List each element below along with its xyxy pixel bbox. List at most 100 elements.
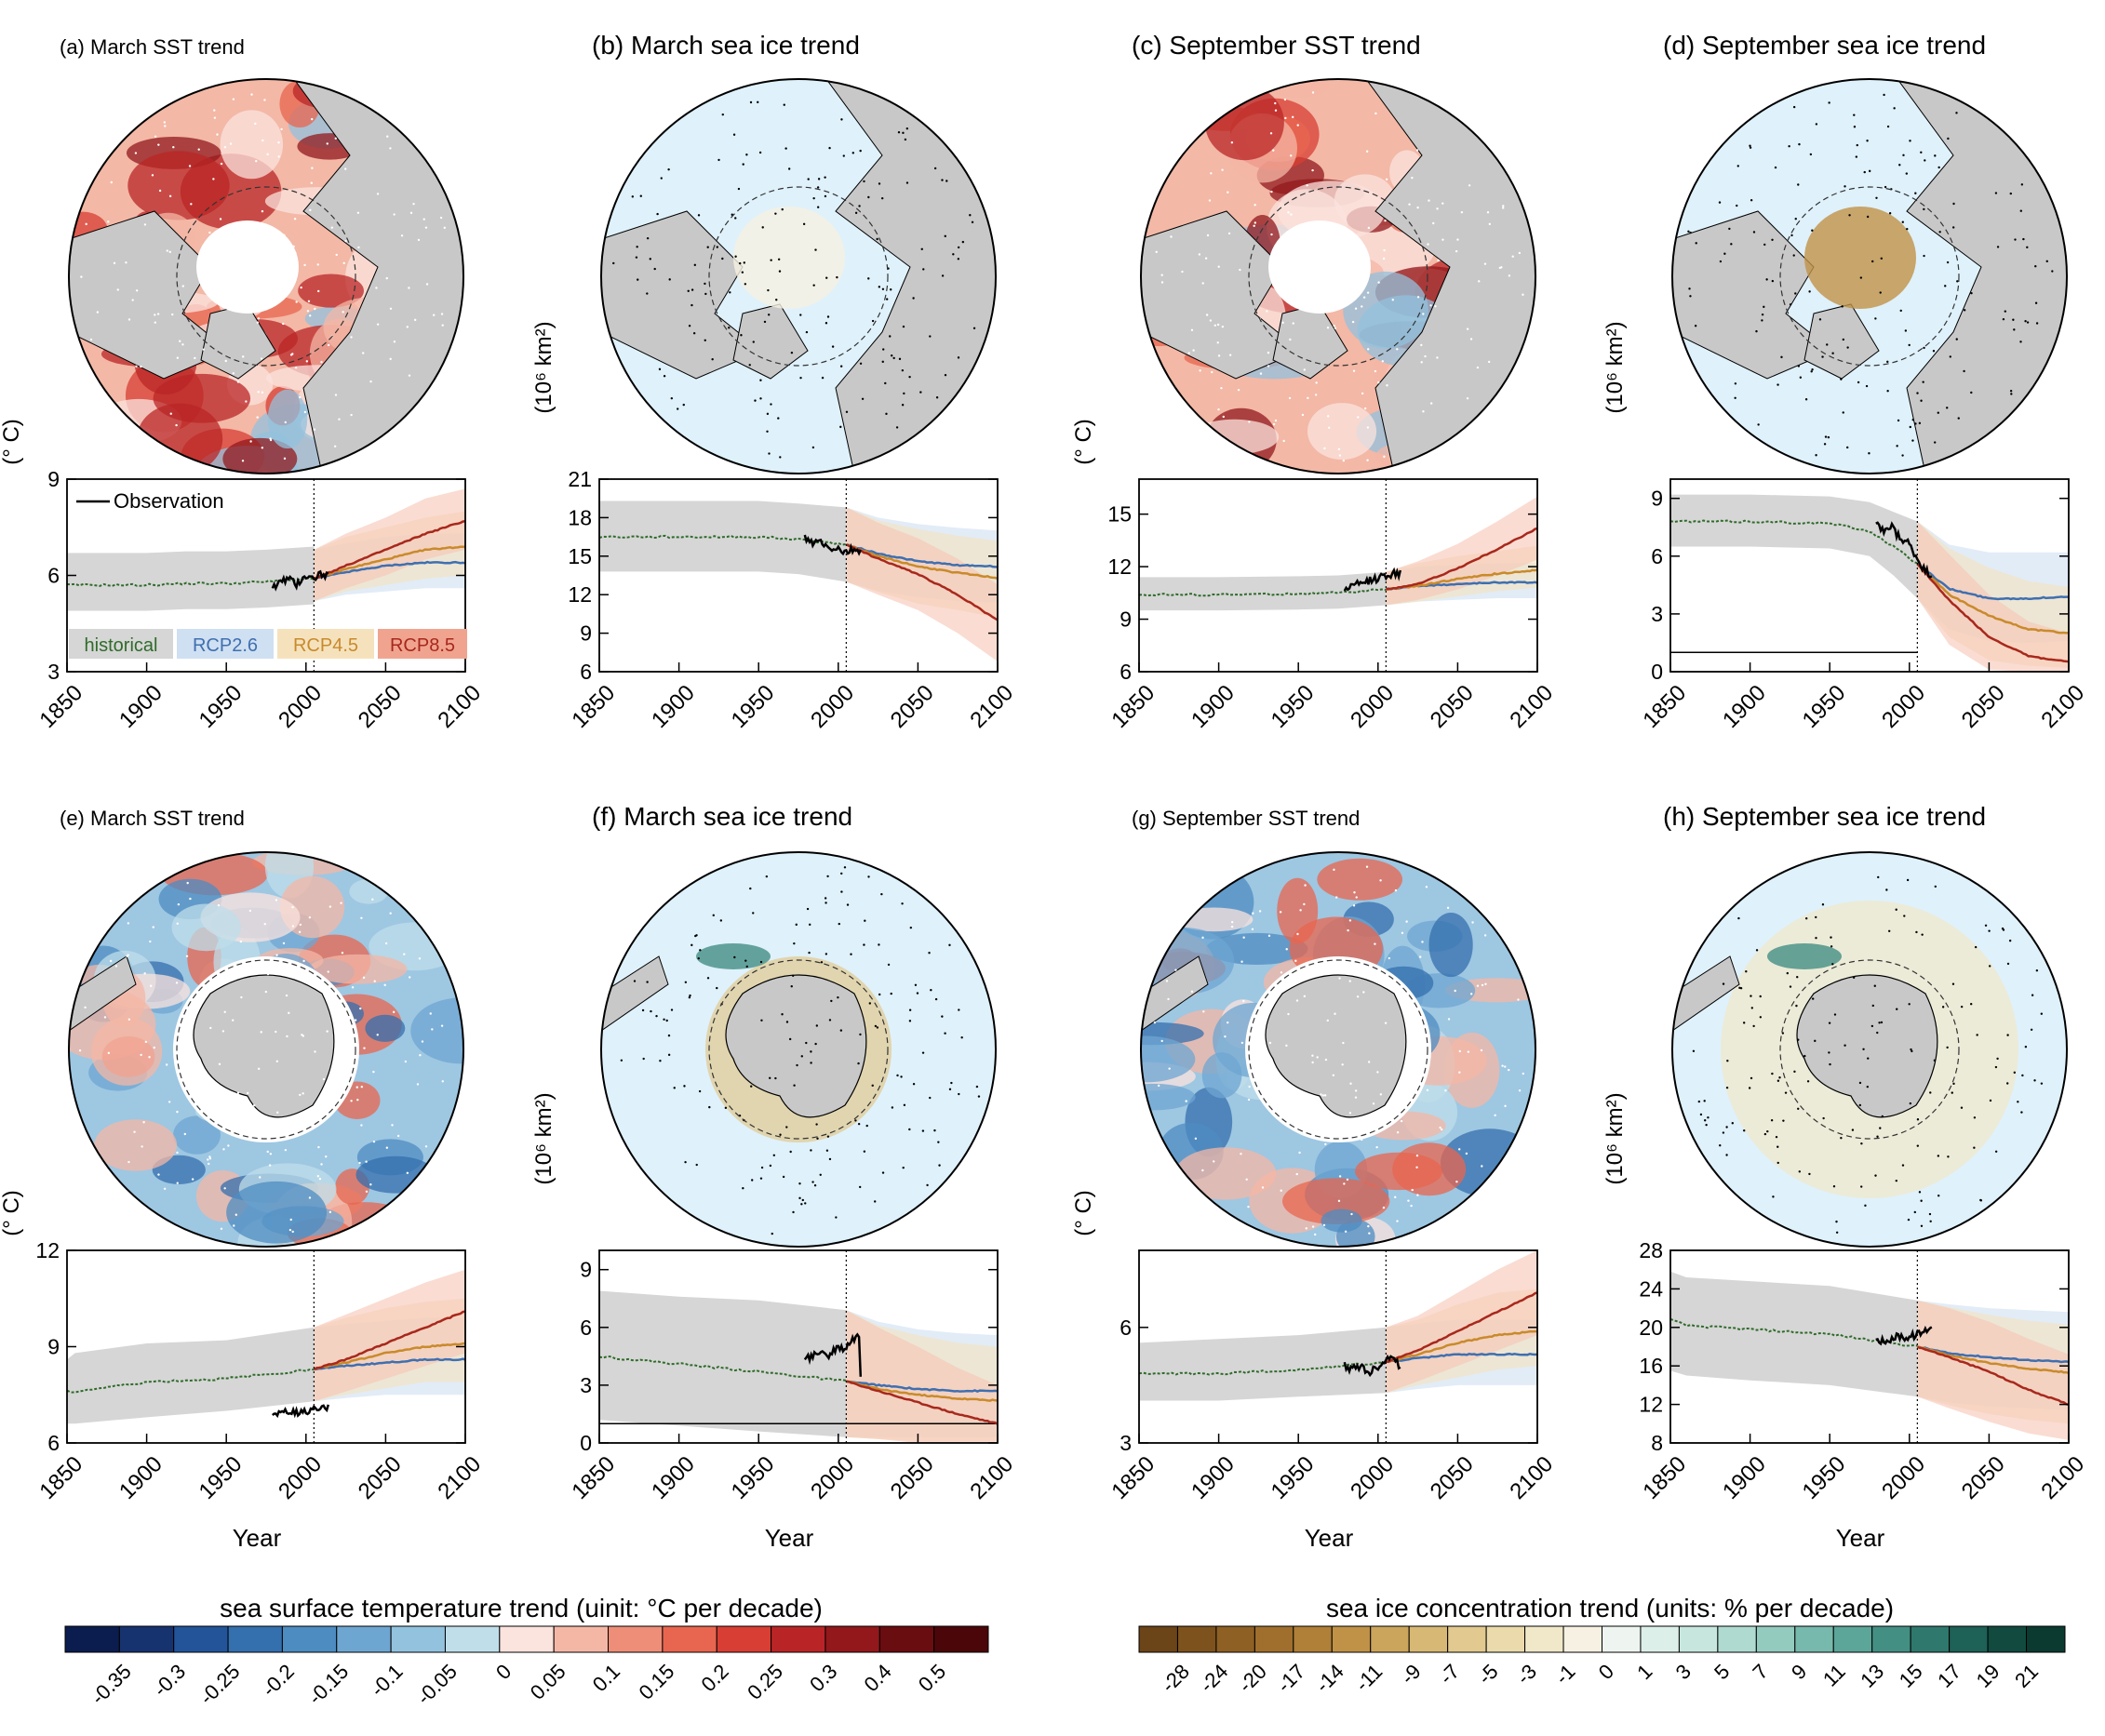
y-axis-label: (° C) xyxy=(0,1190,24,1236)
significance-dot xyxy=(649,258,651,260)
significance-dot xyxy=(1781,1032,1785,1035)
significance-dot xyxy=(1508,1068,1510,1072)
significance-dot xyxy=(1955,338,1958,341)
significance-dot xyxy=(223,1187,226,1190)
colorbar-box xyxy=(1794,1625,1834,1653)
significance-dot xyxy=(1488,222,1492,226)
significance-dot xyxy=(1377,281,1380,284)
significance-dot xyxy=(231,256,235,260)
colorbar-label: 19 xyxy=(1972,1660,2004,1692)
x-tick-label: 1850 xyxy=(1106,1451,1160,1504)
significance-dot xyxy=(1830,945,1833,948)
significance-dot xyxy=(816,186,820,189)
significance-dot xyxy=(1906,227,1909,231)
significance-dot xyxy=(770,403,772,406)
significance-dot xyxy=(612,261,615,265)
significance-dot xyxy=(1901,220,1904,223)
significance-dot xyxy=(749,100,753,104)
significance-dot xyxy=(1770,1119,1774,1122)
significance-dot xyxy=(1253,1040,1255,1044)
significance-dot xyxy=(1216,341,1219,344)
significance-dot xyxy=(1267,351,1270,354)
colorbar-label: 0 xyxy=(1594,1660,1618,1684)
significance-dot xyxy=(901,902,904,905)
significance-dot xyxy=(1738,986,1741,990)
significance-dot xyxy=(263,923,266,926)
significance-dot xyxy=(851,152,855,154)
plot-frame xyxy=(1669,1249,2070,1444)
significance-dot xyxy=(208,1155,211,1158)
significance-dot xyxy=(404,1060,408,1063)
significance-dot xyxy=(908,1020,912,1022)
colorbar-box xyxy=(1910,1625,1951,1653)
significance-dot xyxy=(1481,983,1484,987)
significance-dot xyxy=(1951,1091,1953,1094)
significance-dot xyxy=(1416,1194,1419,1196)
significance-dot xyxy=(1699,1113,1703,1116)
significance-dot xyxy=(1831,963,1834,966)
significance-dot xyxy=(1749,146,1752,149)
significance-dot xyxy=(1766,1129,1769,1133)
colorbar-label: 0 xyxy=(491,1660,516,1684)
significance-dot xyxy=(1798,1170,1802,1173)
significance-dot xyxy=(1240,1153,1242,1155)
significance-dot xyxy=(1893,107,1896,110)
significance-dot xyxy=(2020,1111,2023,1114)
significance-dot xyxy=(1365,150,1369,153)
significance-dot xyxy=(1388,956,1391,960)
significance-dot xyxy=(1410,1204,1413,1208)
significance-dot xyxy=(1763,243,1766,247)
significance-dot xyxy=(1367,226,1371,230)
significance-dot xyxy=(1299,909,1302,912)
significance-dot xyxy=(1320,307,1323,310)
significance-dot xyxy=(639,194,642,197)
significance-dot xyxy=(1763,305,1765,309)
significance-dot xyxy=(344,239,347,243)
significance-dot xyxy=(424,226,428,229)
significance-dot xyxy=(181,285,184,287)
significance-dot xyxy=(1337,1199,1341,1203)
significance-dot xyxy=(2013,1071,2017,1075)
significance-dot xyxy=(1281,321,1284,325)
significance-dot xyxy=(288,1011,290,1015)
significance-dot xyxy=(294,251,297,255)
significance-dot xyxy=(1960,1106,1964,1109)
significance-dot xyxy=(785,1126,788,1128)
significance-dot xyxy=(216,133,219,136)
significance-dot xyxy=(235,1213,237,1216)
significance-dot xyxy=(191,1178,194,1181)
significance-dot xyxy=(275,899,278,901)
trend-blob xyxy=(1428,913,1473,978)
significance-dot xyxy=(260,1031,262,1034)
significance-dot xyxy=(1737,916,1740,920)
significance-dot xyxy=(820,961,824,964)
significance-dot xyxy=(1923,207,1925,211)
significance-dot xyxy=(1355,896,1358,899)
trend-blob xyxy=(355,1155,436,1194)
significance-dot xyxy=(1878,1022,1881,1024)
colorbar-box xyxy=(1832,1625,1873,1653)
colorbar-label: -0.25 xyxy=(194,1660,244,1709)
significance-dot xyxy=(1830,936,1832,939)
significance-dot xyxy=(1418,955,1422,958)
significance-dot xyxy=(1494,1114,1496,1117)
significance-dot xyxy=(252,1103,256,1107)
significance-dot xyxy=(1354,1089,1358,1092)
significance-dot xyxy=(1296,932,1299,936)
significance-dot xyxy=(289,1218,292,1222)
y-tick-label: 6 xyxy=(580,660,592,684)
significance-dot xyxy=(859,362,863,365)
significance-dot xyxy=(1469,338,1473,341)
significance-dot xyxy=(840,118,843,121)
significance-dot xyxy=(1221,325,1225,328)
significance-dot xyxy=(1736,204,1738,207)
colorbar-box xyxy=(390,1625,446,1653)
significance-dot xyxy=(109,959,113,963)
significance-dot xyxy=(704,292,707,296)
line-historical xyxy=(1138,1361,1387,1376)
significance-dot xyxy=(1307,396,1309,400)
significance-dot xyxy=(971,220,974,224)
significance-dot xyxy=(233,1224,235,1227)
significance-dot xyxy=(1835,1231,1839,1234)
significance-dot xyxy=(850,953,852,955)
